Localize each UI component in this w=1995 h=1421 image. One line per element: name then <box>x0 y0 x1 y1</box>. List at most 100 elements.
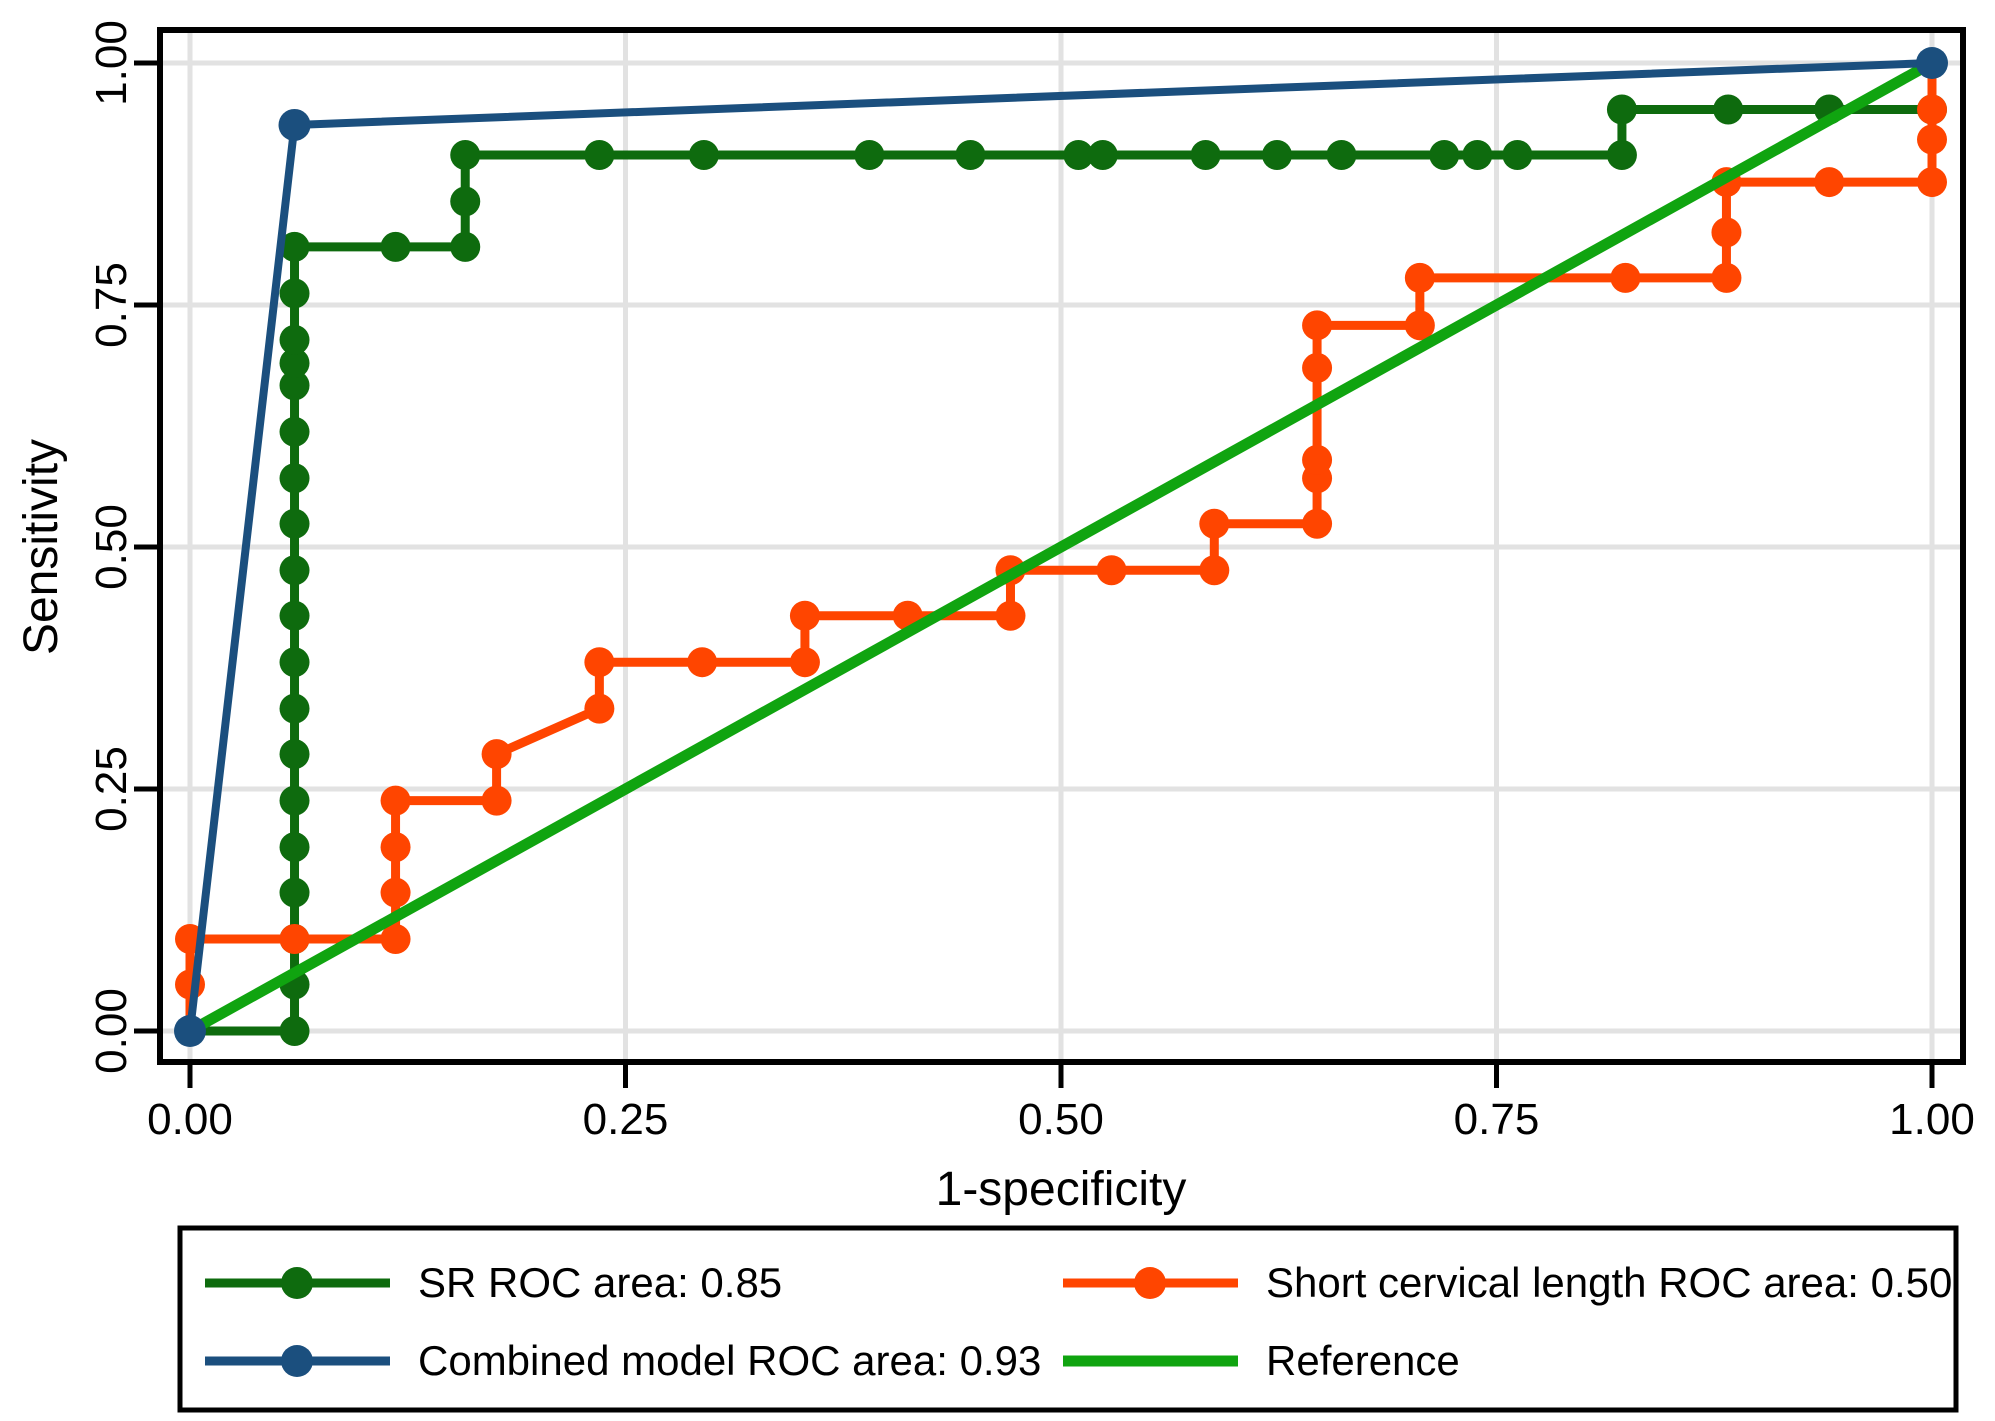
y-tick-label: 0.25 <box>87 746 136 832</box>
combined-data-point-marker <box>174 1015 206 1047</box>
short_cl-data-point-marker <box>1711 217 1742 248</box>
y-tick-label: 0.75 <box>87 262 136 348</box>
short_cl-data-point-marker <box>481 785 512 816</box>
series-combined <box>174 47 1948 1047</box>
sr-data-point-marker <box>688 139 719 170</box>
short_cl-data-point-marker <box>789 600 820 631</box>
short_cl-data-point-marker <box>1404 310 1435 341</box>
sr-data-point-marker <box>854 139 885 170</box>
short_cl-data-point-marker <box>1814 167 1845 198</box>
short_cl-data-point-marker <box>481 739 512 770</box>
short_cl-data-point-marker <box>380 924 411 955</box>
short_cl-data-point-marker <box>1302 352 1333 383</box>
sr-data-point-marker <box>450 139 481 170</box>
y-tick-label: 1.00 <box>87 20 136 106</box>
series-layer <box>174 47 1948 1047</box>
combined-legend-marker <box>281 1345 313 1377</box>
y-axis-title: Sensitivity <box>15 439 68 655</box>
short_cl-data-point-marker <box>380 785 411 816</box>
x-tick-label: 0.25 <box>583 1095 669 1144</box>
legend-box <box>177 1225 1959 1413</box>
sr-data-point-marker <box>279 508 310 539</box>
short_cl-data-point-marker <box>584 693 615 724</box>
legend-item-sr: SR ROC area: 0.85 <box>205 1259 782 1306</box>
sr-data-point-marker <box>279 1016 310 1046</box>
combined-data-point-marker <box>1916 47 1948 79</box>
x-tick-label: 0.00 <box>147 1095 233 1144</box>
short_cl-data-point-marker <box>1096 555 1127 586</box>
series-short_cl <box>175 48 1947 1046</box>
short_cl-data-point-marker <box>1917 124 1947 155</box>
short-cervical-legend-marker <box>1134 1267 1166 1299</box>
legend-item-reference: Reference <box>1063 1337 1460 1384</box>
sr-data-point-marker <box>279 555 310 586</box>
short_cl-data-point-marker <box>380 832 411 863</box>
short_cl-data-point-marker <box>1610 262 1641 293</box>
sr-data-point-marker <box>1606 94 1637 125</box>
reference-legend-label: Reference <box>1266 1337 1460 1384</box>
sr-data-point-marker <box>584 139 615 170</box>
sr-data-point-marker <box>279 832 310 863</box>
sr-legend-marker <box>281 1267 313 1299</box>
x-axis-title: 1-specificity <box>936 1163 1187 1216</box>
short_cl-data-point-marker <box>1199 555 1230 586</box>
sr-data-point-marker <box>279 463 310 494</box>
y-tick-label: 0.50 <box>87 504 136 590</box>
short_cl-data-point-marker <box>279 924 310 955</box>
short_cl-data-point-marker <box>687 647 718 678</box>
legend-item-short-cervical-length: Short cervical length ROC area: 0.50 <box>1063 1259 1952 1306</box>
sr-data-point-marker <box>450 231 481 262</box>
x-tick-label: 0.75 <box>1454 1095 1540 1144</box>
short_cl-data-point-marker <box>1917 94 1947 125</box>
legend-item-combined-model: Combined model ROC area: 0.93 <box>205 1337 1041 1384</box>
sr-data-point-marker <box>279 324 310 355</box>
short_cl-data-point-marker <box>584 647 615 678</box>
sr-data-point-marker <box>279 647 310 678</box>
sr-data-point-marker <box>279 370 310 401</box>
sr-legend-label: SR ROC area: 0.85 <box>418 1259 782 1306</box>
sr-data-point-marker <box>1063 139 1094 170</box>
sr-data-point-marker <box>1429 139 1460 170</box>
sr-data-point-marker <box>279 785 310 816</box>
sr-data-point-marker <box>1713 94 1744 125</box>
sr-data-point-marker <box>955 139 986 170</box>
short_cl-data-point-marker <box>380 877 411 908</box>
sr-data-point-marker <box>1326 139 1357 170</box>
reference-line <box>184 57 1938 1037</box>
sr-data-point-marker <box>279 416 310 447</box>
sr-data-point-marker <box>450 186 481 217</box>
x-tick-label: 1.00 <box>1889 1095 1975 1144</box>
short_cl-data-point-marker <box>1302 310 1333 341</box>
sr-data-point-marker <box>1462 139 1493 170</box>
sr-data-point-marker <box>279 877 310 908</box>
sr-data-point-marker <box>279 348 310 379</box>
legend: SR ROC area: 0.85 Short cervical length … <box>177 1225 1959 1413</box>
sr-data-point-marker <box>1606 139 1637 170</box>
tick-layer: 0.00 0.25 0.50 0.75 1.00 0.00 0.25 0.50 0.75 1.00 <box>87 20 1975 1144</box>
sr-data-point-marker <box>380 231 411 262</box>
sr-data-point-marker <box>279 600 310 631</box>
short_cl-data-point-marker <box>789 647 820 678</box>
sr-data-point-marker <box>279 278 310 309</box>
short_cl-data-point-marker <box>1711 262 1742 293</box>
short_cl-data-point-marker <box>1404 262 1435 293</box>
sr-data-point-marker <box>279 693 310 724</box>
sr-data-point-marker <box>1190 139 1221 170</box>
sr-data-point-marker <box>1262 139 1293 170</box>
sr-data-point-marker <box>1502 139 1533 170</box>
combined-data-point-marker <box>278 108 311 141</box>
combined-legend-label: Combined model ROC area: 0.93 <box>418 1337 1041 1384</box>
sr-data-point-marker <box>279 231 310 262</box>
series-reference <box>184 57 1938 1037</box>
sr-data-point-marker <box>279 739 310 770</box>
x-tick-label: 0.50 <box>1018 1095 1104 1144</box>
short_cl-data-point-marker <box>1199 508 1230 539</box>
short_cl-data-point-marker <box>1917 167 1947 198</box>
short-cervical-legend-label: Short cervical length ROC area: 0.50 <box>1266 1259 1952 1306</box>
y-tick-label: 0.00 <box>87 988 136 1074</box>
short_cl-data-point-marker <box>995 600 1026 631</box>
sr-data-point-marker <box>1087 139 1118 170</box>
short_cl-data-point-marker <box>1302 508 1333 539</box>
